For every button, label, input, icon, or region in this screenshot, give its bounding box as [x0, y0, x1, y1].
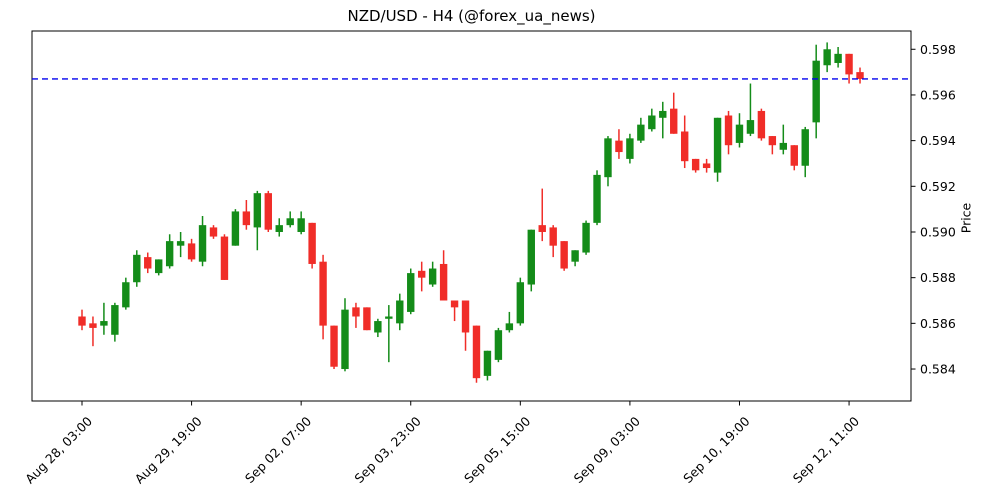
candle-body-up — [648, 115, 656, 130]
x-tick-label: Sep 10, 19:00 — [680, 413, 752, 485]
candle-body-down — [209, 227, 218, 237]
candle-body-down — [768, 136, 777, 146]
y-tick-label: 0.594 — [920, 133, 956, 148]
candle-body-up — [735, 124, 744, 143]
candle-body-down — [790, 145, 798, 166]
candle-body-up — [253, 193, 262, 228]
candle-body-up — [122, 282, 130, 308]
price-axis-label: Price — [958, 202, 974, 234]
candle-body-down — [845, 53, 853, 75]
candle-body-up — [834, 53, 842, 63]
x-tick-label: Aug 28, 03:00 — [22, 413, 95, 486]
candle-body-down — [670, 108, 678, 134]
candle-body-up — [483, 350, 492, 376]
candle-body-down — [187, 243, 196, 260]
candle-body-down — [363, 307, 371, 331]
plot-frame — [31, 30, 912, 402]
candle-body-down — [308, 222, 316, 264]
x-tick-label: Sep 12, 11:00 — [790, 413, 862, 485]
candle-body-down — [549, 227, 557, 246]
y-tick-label: 0.588 — [920, 270, 956, 285]
candle-body-up — [746, 120, 755, 134]
candle-body-up — [231, 211, 240, 246]
candle-body-up — [527, 229, 535, 285]
candle-body-up — [286, 218, 294, 226]
candle-body-up — [341, 309, 349, 370]
candle-body-up — [593, 174, 601, 223]
candle-body-down — [264, 193, 272, 230]
candle-body-down — [472, 325, 481, 379]
candle-body-down — [220, 236, 229, 280]
candle-body-up — [505, 323, 514, 331]
candle-body-down — [352, 307, 360, 317]
candle-body-up — [297, 218, 305, 232]
candle-body-down — [680, 131, 689, 162]
y-tick-label: 0.592 — [920, 179, 956, 194]
y-tick-label: 0.596 — [920, 87, 956, 102]
candle-body-down — [89, 323, 97, 328]
y-tick-label: 0.584 — [920, 362, 956, 377]
candle-body-down — [450, 300, 459, 308]
y-tick-label: 0.590 — [920, 224, 956, 239]
candle-body-up — [626, 138, 634, 159]
candle-body-up — [571, 250, 579, 262]
candle-body-up — [111, 305, 119, 335]
chart-title: NZD/USD - H4 (@forex_ua_news) — [347, 7, 596, 25]
candle-body-down — [615, 140, 623, 153]
x-tick-label: Sep 02, 07:00 — [242, 413, 314, 485]
candle-body-down — [461, 300, 470, 333]
candle-body-down — [724, 115, 733, 146]
candle-body-up — [516, 282, 525, 324]
candle-body-up — [407, 273, 415, 312]
candle-body-down — [439, 263, 448, 301]
candle-body-up — [385, 316, 393, 319]
candle-body-down — [330, 325, 338, 367]
candle-body-up — [176, 241, 185, 246]
candle-body-up — [713, 117, 722, 173]
candle-body-up — [198, 225, 207, 262]
candle-body-up — [823, 49, 831, 66]
candle-body-down — [560, 241, 568, 269]
x-tick-label: Aug 29, 19:00 — [132, 413, 205, 486]
candle-body-up — [396, 300, 404, 324]
candle-body-up — [659, 110, 667, 118]
candle-body-down — [417, 270, 426, 278]
candle-body-up — [374, 321, 382, 333]
candle-body-up — [637, 124, 645, 141]
candle-body-up — [133, 254, 141, 283]
candle-body-down — [242, 211, 251, 226]
y-tick-label: 0.586 — [920, 316, 956, 331]
candle-body-down — [691, 158, 700, 171]
x-tick-label: Sep 09, 03:00 — [571, 413, 643, 485]
candle-body-up — [801, 129, 809, 166]
candle-body-down — [856, 72, 864, 79]
candle-body-down — [144, 257, 152, 269]
candle-body-down — [78, 316, 86, 326]
candle-body-down — [538, 225, 546, 232]
candle-body-down — [319, 261, 327, 326]
candle-body-up — [582, 222, 590, 253]
candle-body-up — [604, 138, 612, 178]
candle-body-up — [275, 225, 283, 232]
candle-body-up — [812, 60, 820, 123]
candle-body-up — [428, 268, 437, 285]
candle-body-up — [155, 259, 163, 274]
x-tick-label: Sep 03, 23:00 — [351, 413, 423, 485]
candle-body-up — [100, 321, 108, 326]
candle-body-down — [757, 110, 766, 139]
x-tick-label: Sep 05, 15:00 — [461, 413, 533, 485]
y-tick-label: 0.598 — [920, 42, 956, 57]
candle-body-up — [494, 330, 503, 360]
candle-body-down — [702, 163, 711, 169]
candle-body-up — [165, 241, 174, 267]
candle-body-up — [779, 142, 788, 150]
